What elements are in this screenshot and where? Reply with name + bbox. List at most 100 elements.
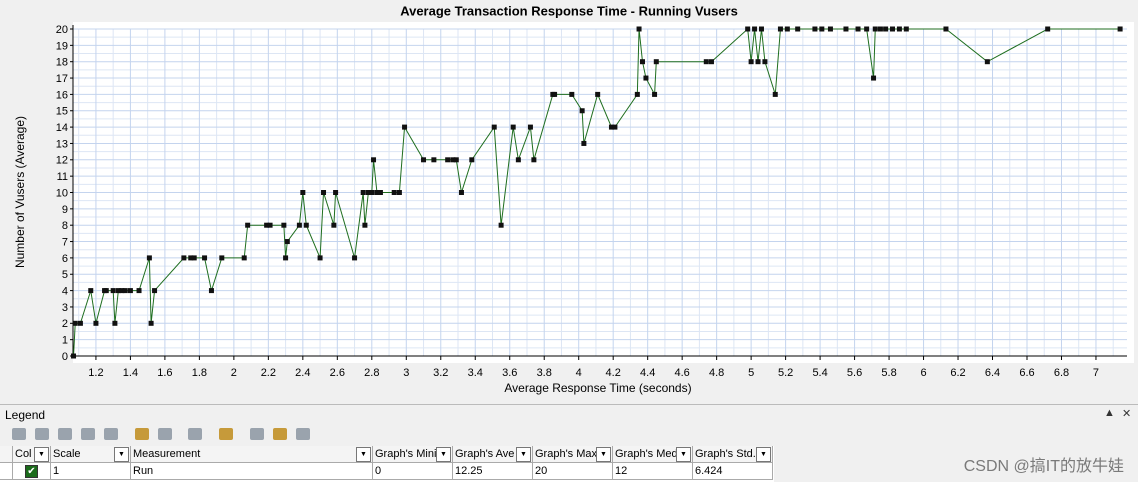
column-dropdown[interactable]: ▼ [34, 447, 49, 462]
column-dropdown[interactable]: ▼ [356, 447, 371, 462]
data-point [708, 59, 714, 65]
data-point [755, 59, 761, 65]
column-dropdown[interactable]: ▼ [436, 447, 451, 462]
x-tick-label: 3 [403, 367, 409, 379]
data-point [748, 59, 754, 65]
data-point [498, 222, 504, 228]
x-tick-label: 6.4 [985, 367, 1000, 379]
data-point [264, 222, 270, 228]
visibility-cell[interactable]: ✔ [13, 463, 51, 480]
data-point [281, 222, 287, 228]
table-cell: 0 [373, 463, 453, 480]
y-tick-label: 14 [56, 122, 68, 134]
tool-button[interactable] [135, 428, 149, 440]
x-tick-label: 3.4 [468, 367, 483, 379]
column-header[interactable]: Graph's Med ▼ [613, 446, 693, 463]
x-tick-label: 3.8 [537, 367, 552, 379]
x-tick-label: 2.2 [261, 367, 276, 379]
x-tick-label: 6 [920, 367, 926, 379]
data-point [93, 320, 99, 326]
data-point [365, 190, 371, 195]
data-point [812, 26, 818, 32]
column-dropdown[interactable]: ▼ [114, 447, 129, 462]
data-point [772, 91, 778, 97]
tool-button[interactable] [35, 428, 49, 440]
plot [71, 26, 1123, 359]
x-tick-label: 6.2 [950, 367, 965, 379]
data-point [88, 288, 94, 294]
column-dropdown[interactable]: ▼ [756, 447, 771, 462]
data-point [877, 26, 883, 32]
tool-button[interactable] [12, 428, 26, 440]
y-tick-label: 4 [62, 286, 68, 298]
data-point [777, 26, 783, 32]
tool-button[interactable] [250, 428, 264, 440]
column-header[interactable]: Graph's Max ▼ [533, 446, 613, 463]
row-header [0, 446, 13, 463]
y-axis-label: Number of Vusers (Average) [13, 116, 27, 268]
data-point [352, 255, 358, 261]
x-tick-label: 1.8 [192, 367, 207, 379]
data-point [303, 222, 309, 228]
data-point [115, 288, 121, 294]
row-header [0, 463, 13, 480]
column-header[interactable]: Graph's Ave ▼ [453, 446, 533, 463]
column-dropdown[interactable]: ▼ [596, 447, 611, 462]
data-point [843, 26, 849, 32]
data-point [453, 157, 459, 163]
data-point [745, 26, 751, 32]
data-point [283, 255, 289, 261]
tool-button[interactable] [296, 428, 310, 440]
data-point [819, 26, 825, 32]
y-tick-label: 6 [62, 253, 68, 265]
data-point [191, 255, 197, 261]
y-tick-label: 0 [62, 351, 68, 363]
data-point [703, 59, 709, 65]
chart-title: Average Transaction Response Time - Runn… [400, 3, 738, 18]
column-dropdown[interactable]: ▼ [676, 447, 691, 462]
close-button[interactable]: ✕ [1122, 408, 1132, 420]
column-header[interactable]: Measurement ▼ [131, 446, 373, 463]
y-tick-label: 20 [56, 24, 68, 36]
data-point [296, 222, 302, 228]
data-point [188, 255, 194, 261]
data-point [890, 26, 896, 32]
data-point [371, 157, 377, 163]
legend-title: Legend [5, 408, 46, 422]
table-cell: 12 [613, 463, 693, 480]
x-tick-label: 4.6 [675, 367, 690, 379]
tool-button[interactable] [158, 428, 172, 440]
data-point [1045, 26, 1051, 32]
column-header[interactable]: Scale ▼ [51, 446, 131, 463]
data-point [300, 190, 306, 195]
data-point [752, 26, 758, 32]
x-tick-label: 6.8 [1054, 367, 1069, 379]
data-point [377, 190, 383, 195]
watermark: CSDN @搞IT的放牛娃 [963, 458, 1124, 475]
pin-button[interactable]: ▲ [1104, 407, 1115, 419]
x-tick-label: 5.4 [812, 367, 827, 379]
x-tick-label: 4.8 [709, 367, 724, 379]
y-tick-label: 10 [56, 187, 68, 199]
data-point [321, 190, 327, 195]
tool-button[interactable] [104, 428, 118, 440]
x-tick-label: 1.2 [88, 367, 103, 379]
data-point [77, 320, 83, 326]
column-header[interactable]: Graph's Mini ▼ [373, 446, 453, 463]
data-point [450, 157, 456, 163]
column-dropdown[interactable]: ▼ [516, 447, 531, 462]
x-tick-label: 1.6 [157, 367, 172, 379]
column-header[interactable]: Graph's Std. ▼ [693, 446, 773, 463]
tool-button[interactable] [188, 428, 202, 440]
y-tick-label: 16 [56, 89, 68, 101]
data-point [245, 222, 251, 228]
tool-button[interactable] [58, 428, 72, 440]
x-tick-label: 7 [1093, 367, 1099, 379]
tool-button[interactable] [219, 428, 233, 440]
tool-button[interactable] [273, 428, 287, 440]
column-header[interactable]: Col ▼ [13, 446, 51, 463]
tool-button[interactable] [81, 428, 95, 440]
checkbox[interactable]: ✔ [25, 465, 38, 478]
data-point [369, 190, 375, 195]
data-point [872, 26, 878, 32]
